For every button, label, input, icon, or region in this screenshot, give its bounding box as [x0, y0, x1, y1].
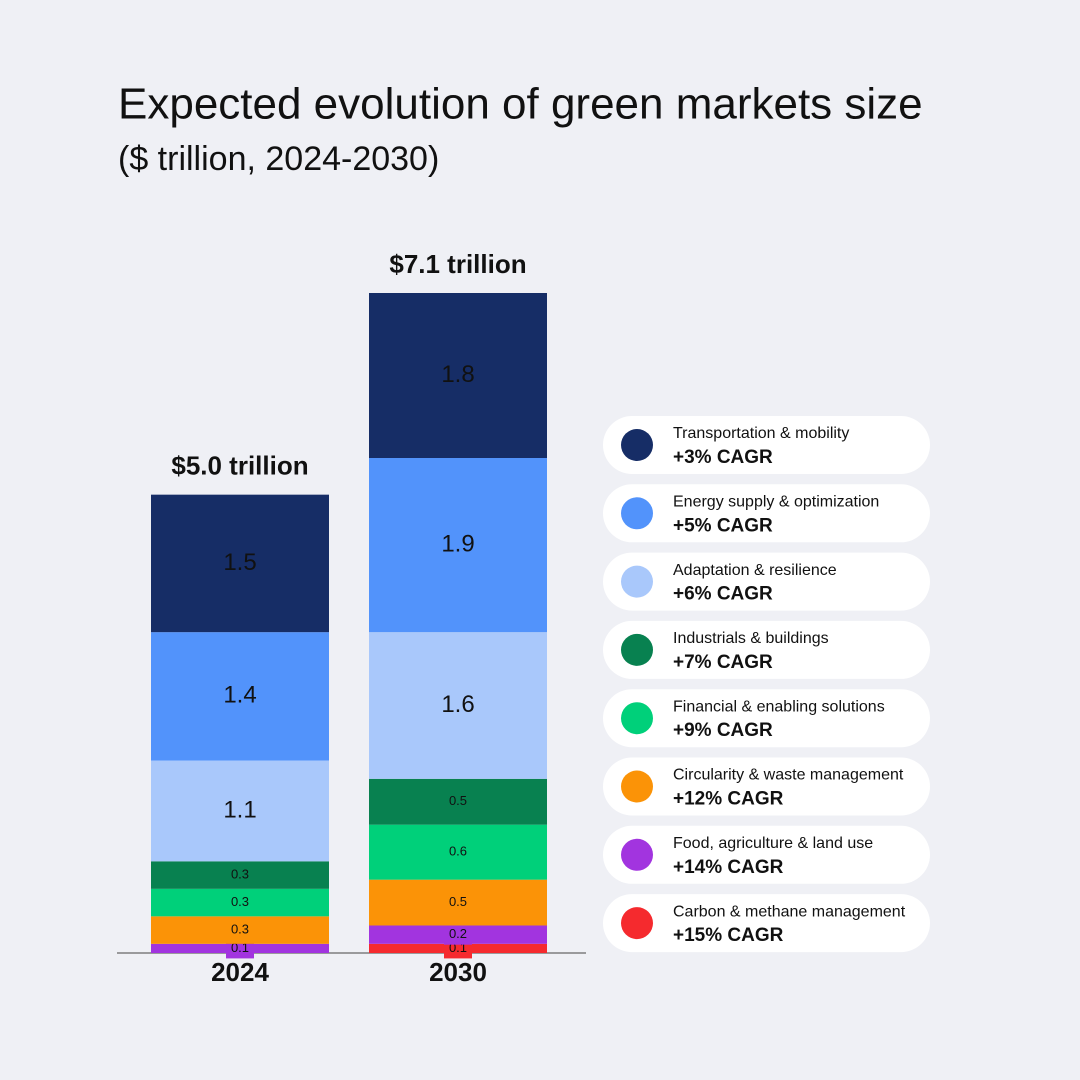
value-label: 0.3: [231, 922, 249, 937]
bar-segment: [369, 458, 547, 633]
legend-cagr: +15% CAGR: [673, 925, 784, 946]
bar-segment: [151, 861, 329, 889]
legend-cagr: +7% CAGR: [673, 652, 773, 673]
value-label: 0.3: [231, 894, 249, 909]
chart-title: Expected evolution of green markets size: [118, 80, 923, 129]
legend-swatch: [621, 429, 653, 461]
legend-item: [603, 416, 930, 474]
value-label: 0.2: [449, 926, 467, 941]
legend-cagr: +6% CAGR: [673, 584, 773, 605]
legend-swatch: [621, 770, 653, 803]
x-tick-label: 2024: [211, 957, 269, 987]
legend-item: [603, 689, 930, 748]
legend-swatch: [621, 702, 653, 735]
value-label: 1.1: [223, 796, 256, 823]
legend-item: [603, 757, 930, 816]
legend-item: [603, 894, 930, 953]
value-label: 1.4: [223, 682, 256, 709]
legend-label: Adaptation & resilience: [673, 562, 837, 579]
legend-swatch: [621, 633, 653, 666]
legend-label: Industrials & buildings: [673, 630, 829, 647]
legend-swatch: [621, 838, 653, 871]
bar-segment: [151, 632, 329, 761]
bar-segment: [151, 760, 329, 862]
legend-cagr: +3% CAGR: [673, 447, 773, 468]
value-label: 1.5: [223, 549, 256, 576]
value-label: 0.5: [449, 793, 467, 808]
bar-segment: [369, 293, 547, 458]
legend-label: Transportation & mobility: [673, 425, 849, 442]
value-label: 1.9: [441, 530, 474, 557]
legend-label: Circularity & waste management: [673, 767, 904, 784]
bar-segment: [151, 916, 329, 944]
total-label: $5.0 trillion: [171, 451, 308, 481]
legend-cagr: +12% CAGR: [673, 789, 784, 810]
legend-label: Food, agriculture & land use: [673, 835, 873, 852]
value-label: 1.8: [441, 361, 474, 388]
value-label: 1.6: [441, 691, 474, 718]
legend-swatch: [621, 907, 653, 940]
total-label: $7.1 trillion: [389, 249, 526, 279]
value-label-bg: [444, 924, 472, 945]
legend-cagr: +9% CAGR: [673, 720, 773, 741]
bar-segment: [151, 888, 329, 917]
bar-segment: [369, 824, 547, 880]
chart-subtitle: ($ trillion, 2024-2030): [118, 140, 439, 178]
bar-segment: [151, 494, 329, 633]
bar-segment: [369, 879, 547, 926]
legend-label: Energy supply & optimization: [673, 494, 879, 511]
legend-label: Carbon & methane management: [673, 903, 906, 920]
legend-swatch: [621, 565, 653, 598]
legend-swatch: [621, 497, 653, 530]
value-label: 0.6: [449, 844, 467, 859]
legend-item: [603, 552, 930, 611]
bar-segment: [369, 632, 547, 779]
legend-item: [603, 620, 930, 679]
legend-item: [603, 484, 930, 543]
legend-cagr: +14% CAGR: [673, 857, 784, 878]
legend-cagr: +5% CAGR: [673, 515, 773, 536]
x-tick-label: 2030: [429, 957, 487, 987]
legend-label: Financial & enabling solutions: [673, 698, 885, 715]
value-label: 0.5: [449, 894, 467, 909]
value-label: 0.3: [231, 867, 249, 882]
bar-segment: [369, 778, 547, 825]
legend-item: [603, 825, 930, 884]
